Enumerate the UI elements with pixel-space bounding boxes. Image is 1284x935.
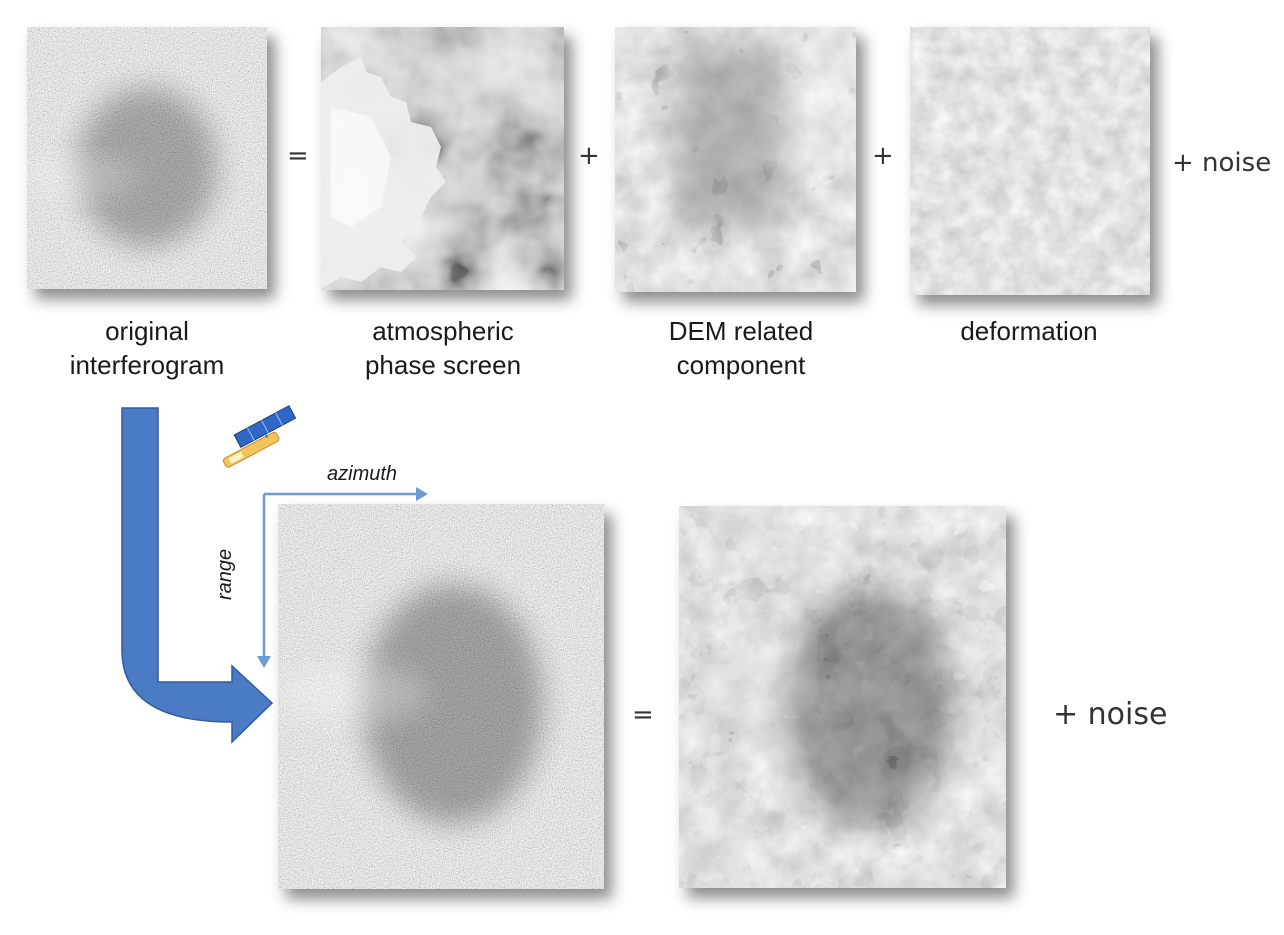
- caption-line: phase screen: [364, 350, 522, 380]
- dem-related-component-image: [615, 27, 856, 292]
- equals-operator: =: [632, 700, 654, 730]
- plus-operator: +: [578, 141, 600, 171]
- bent-arrow-icon: [121, 407, 274, 744]
- caption-line: deformation: [960, 316, 1098, 346]
- satellite-icon: [222, 405, 297, 468]
- noise-term: + noise: [1172, 148, 1272, 178]
- interferogram-large-image: [278, 504, 604, 889]
- equals-operator: =: [287, 141, 309, 171]
- caption-line: original: [105, 316, 189, 346]
- unwrapped-result-image: [679, 506, 1006, 888]
- caption-deformation: deformation: [939, 314, 1119, 348]
- caption-atmospheric-phase-screen: atmospheric phase screen: [353, 314, 533, 382]
- azimuth-label: azimuth: [327, 463, 398, 485]
- original-interferogram-image: [27, 27, 267, 289]
- caption-line: interferogram: [69, 350, 225, 380]
- caption-line: component: [676, 350, 806, 380]
- range-arrowhead: [257, 656, 271, 668]
- deformation-image: [910, 27, 1150, 295]
- noise-term: + noise: [1053, 697, 1168, 732]
- azimuth-arrowhead: [416, 487, 428, 501]
- caption-original-interferogram: original interferogram: [57, 314, 237, 382]
- caption-line: atmospheric: [372, 316, 514, 346]
- range-label: range: [214, 548, 236, 600]
- plus-operator: +: [872, 141, 894, 171]
- caption-dem-related-component: DEM related component: [651, 314, 831, 382]
- caption-line: DEM related: [668, 316, 814, 346]
- atmospheric-phase-screen-image: [321, 27, 564, 290]
